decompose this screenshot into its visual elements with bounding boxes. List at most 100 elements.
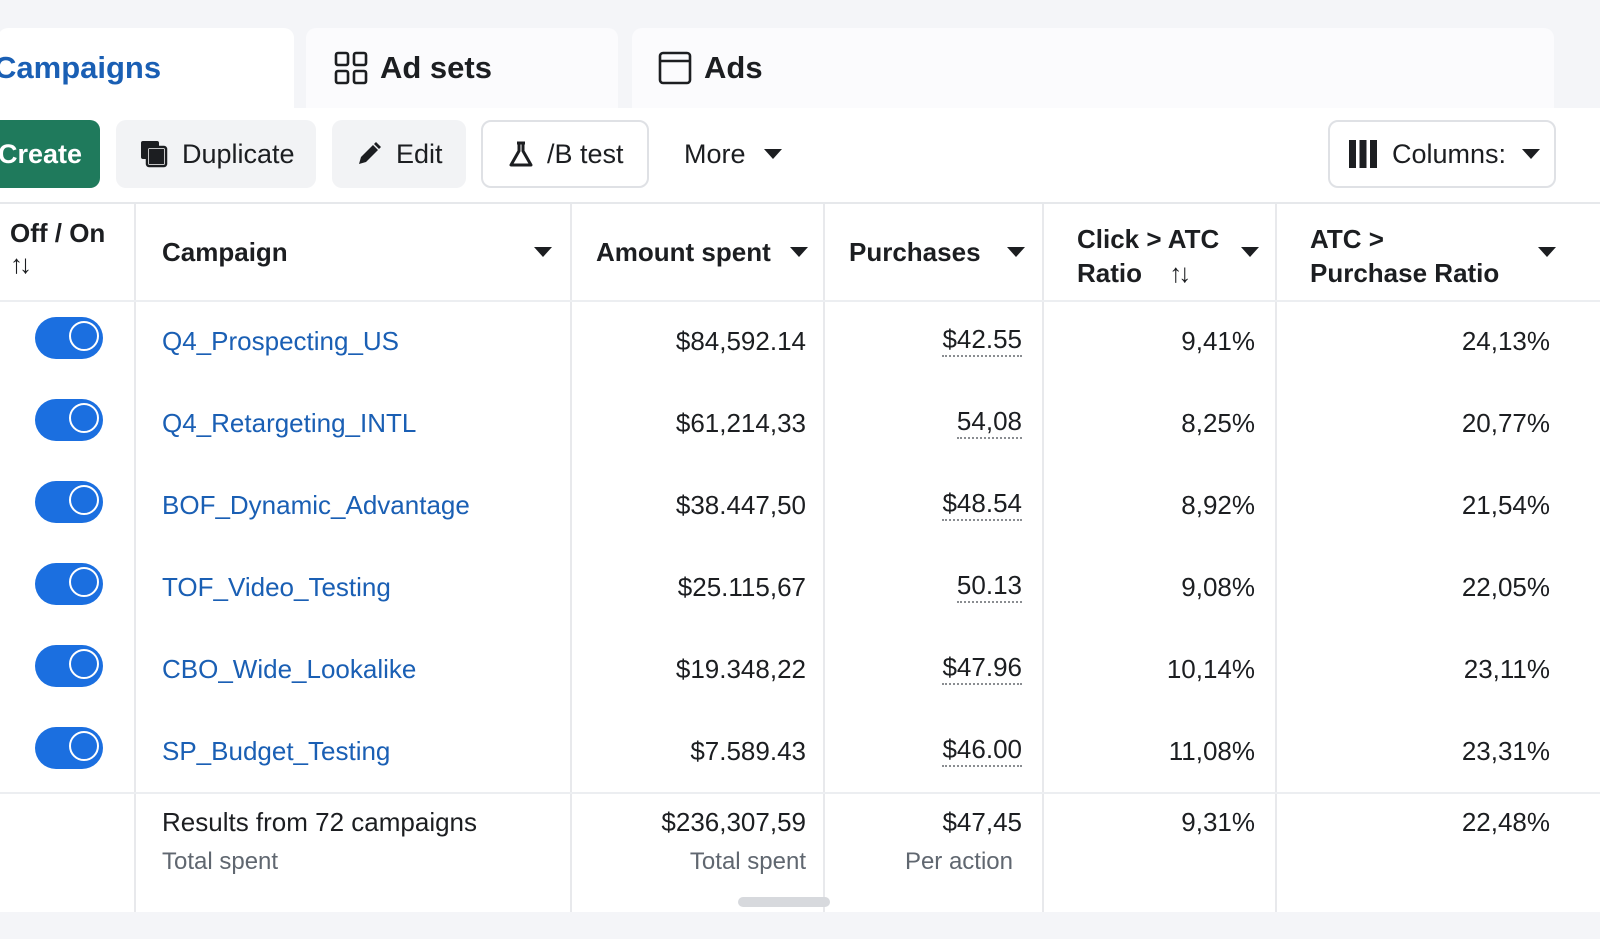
purchases-cell: 50.13 [833,546,1022,628]
chevron-down-icon [534,247,552,257]
summary-row: Results from 72 campaigns Total spent $2… [0,794,1600,914]
atc-purchase-cell: 22,05% [1461,571,1550,602]
tab-campaigns-label: Campaigns [0,50,162,85]
more-dropdown[interactable]: More [668,120,798,188]
purchases-cell: $47.96 [833,628,1022,710]
chevron-down-icon [1241,247,1259,257]
campaign-toggle[interactable] [35,727,103,769]
toggle-knob [69,321,99,351]
click-atc-cell: 8,92% [1181,489,1255,520]
columns-icon [1348,139,1378,169]
header-campaign-label: Campaign [162,236,288,267]
ad-square-icon [658,51,692,85]
toggle-knob [69,731,99,761]
tab-ads-label: Ads [704,50,763,85]
ab-test-button[interactable]: /B test [481,120,649,188]
create-button[interactable]: Create [0,120,100,188]
campaign-toggle[interactable] [35,481,103,523]
campaigns-table: Off / On ↑↓ Campaign Amount spent Purcha… [0,202,1600,941]
click-atc-cell: 9,08% [1181,571,1255,602]
tab-ad-sets[interactable]: Ad sets [306,28,618,108]
purchases-cell: $46.00 [833,710,1022,792]
toggle-knob [69,403,99,433]
purchases-cell: $42.55 [833,300,1022,382]
chevron-down-icon [1522,149,1541,159]
summary-title: Results from 72 campaigns [162,806,478,837]
pencil-icon [356,141,382,167]
purchases-value[interactable]: $46.00 [942,735,1022,767]
purchases-value[interactable]: 54,08 [956,407,1022,439]
click-atc-cell: 8,25% [1181,407,1255,438]
campaign-name-link[interactable]: BOF_Dynamic_Advantage [162,464,470,546]
tab-ads[interactable]: Ads [632,28,1554,108]
summary-purchases: $47,45 [942,806,1022,837]
grid-icon [334,51,368,85]
tab-campaigns[interactable]: Campaigns [0,28,294,108]
more-dropdown-label: More [684,138,746,169]
campaign-name-link[interactable]: CBO_Wide_Lookalike [162,628,416,710]
summary-amount: $236,307,59 [661,806,806,837]
header-purchases-label: Purchases [849,236,981,267]
toolbar: Create Duplicate Edit /B test More [0,108,1600,204]
campaign-name-link[interactable]: Q4_Prospecting_US [162,300,399,382]
purchases-value[interactable]: 50.13 [956,571,1022,603]
campaign-toggle[interactable] [35,317,103,359]
header-click-atc-label-line1: Click > ATC [1077,224,1220,254]
summary-amount-sub: Total spent [689,848,806,875]
header-divider [0,300,1600,302]
column-divider [823,204,825,914]
atc-purchase-cell: 20,77% [1461,407,1550,438]
purchases-value[interactable]: $48.54 [942,489,1022,521]
header-amount-spent[interactable]: Amount spent [596,204,818,300]
campaign-name: BOF_Dynamic_Advantage [162,489,470,520]
flask-icon [509,141,533,167]
chevron-down-icon [790,247,808,257]
amount-spent-cell: $25.115,67 [677,571,806,602]
toggle-knob [69,567,99,597]
chevron-down-icon [1007,247,1025,257]
edit-button[interactable]: Edit [332,120,466,188]
chevron-down-icon [763,149,782,159]
horizontal-scrollbar[interactable] [738,897,830,907]
toggle-knob [69,649,99,679]
header-atc-purchase-label-line2: Purchase Ratio [1310,258,1500,288]
campaign-name: Q4_Prospecting_US [162,325,400,356]
campaign-name-link[interactable]: Q4_Retargeting_INTL [162,382,416,464]
summary-click-atc: 9,31% [1181,806,1255,837]
duplicate-button[interactable]: Duplicate [116,120,316,188]
campaign-name-link[interactable]: SP_Budget_Testing [162,710,390,792]
campaign-name: TOF_Video_Testing [162,571,391,602]
bottom-strip [0,912,1600,939]
atc-purchase-cell: 21,54% [1461,489,1550,520]
purchases-cell: 54,08 [833,382,1022,464]
summary-atc-purchase: 22,48% [1461,806,1550,837]
columns-dropdown[interactable]: Columns: [1328,120,1556,188]
header-campaign[interactable]: Campaign [162,204,562,300]
header-off-on[interactable]: Off / On ↑↓ [10,204,130,300]
header-atc-purchase-ratio[interactable]: ATC > Purchase Ratio [1310,204,1600,300]
click-atc-cell: 10,14% [1166,653,1255,684]
campaign-name: SP_Budget_Testing [162,735,391,766]
summary-divider [0,792,1600,794]
table-row: Q4_Retargeting_INTL $61,214,33 54,08 8,2… [0,382,1600,464]
table-row: TOF_Video_Testing $25.115,67 50.13 9,08%… [0,546,1600,628]
purchases-value[interactable]: $47.96 [942,653,1022,685]
duplicate-button-label: Duplicate [182,138,295,169]
header-purchases[interactable]: Purchases [849,204,1039,300]
sort-icon: ↑↓ [10,249,32,279]
table-row: SP_Budget_Testing $7.589.43 $46.00 11,08… [0,710,1600,792]
atc-purchase-cell: 24,13% [1461,325,1550,356]
campaign-name: Q4_Retargeting_INTL [162,407,417,438]
click-atc-cell: 11,08% [1168,735,1255,766]
amount-spent-cell: $61,214,33 [675,407,806,438]
summary-title-sub: Total spent [162,848,279,875]
tab-bar: Campaigns Ad sets Ads [0,0,1600,108]
campaign-name-link[interactable]: TOF_Video_Testing [162,546,391,628]
header-atc-purchase-label-line1: ATC > [1310,224,1384,254]
campaign-toggle[interactable] [35,399,103,441]
purchases-value[interactable]: $42.55 [942,325,1022,357]
header-click-atc-ratio[interactable]: Click > ATC Ratio ↑↓ [1077,204,1273,300]
header-off-on-label: Off / On [10,218,106,248]
campaign-toggle[interactable] [35,563,103,605]
campaign-toggle[interactable] [35,645,103,687]
